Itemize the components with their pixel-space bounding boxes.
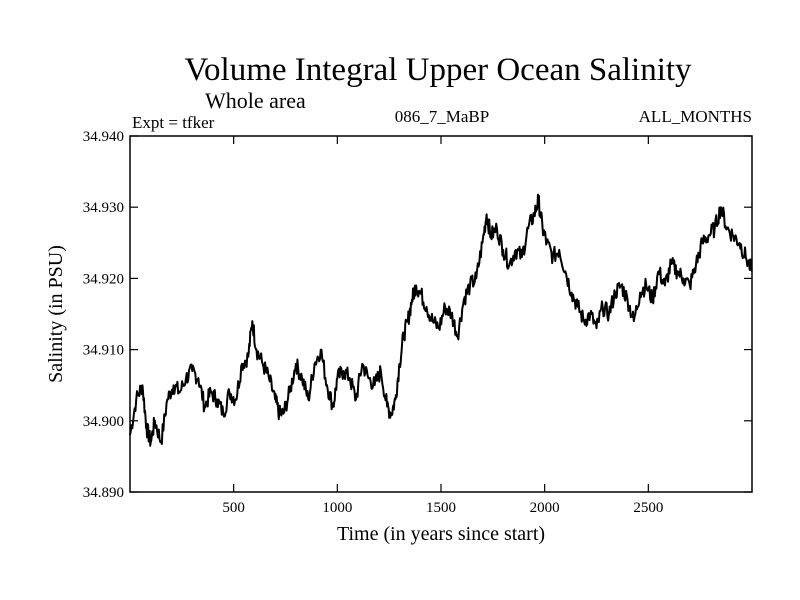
- y-tick-label: 34.940: [83, 129, 124, 145]
- x-axis: 500 1000 1500 2000 2500: [222, 136, 663, 516]
- y-tick-label: 34.900: [83, 414, 124, 430]
- x-tick-label: 1000: [322, 500, 352, 516]
- months-label: ALL_MONTHS: [639, 107, 752, 126]
- experiment-label: Expt = tfker: [132, 113, 215, 132]
- x-tick-label: 500: [222, 500, 245, 516]
- salinity-series-line: [129, 193, 753, 447]
- x-tick-label: 2500: [633, 500, 663, 516]
- x-tick-label: 1500: [426, 500, 456, 516]
- y-tick-label: 34.930: [83, 200, 124, 216]
- x-tick-label: 2000: [530, 500, 560, 516]
- y-tick-label: 34.920: [83, 271, 124, 287]
- run-id-label: 086_7_MaBP: [395, 107, 489, 126]
- y-tick-label: 34.910: [83, 343, 124, 359]
- plot-frame: [129, 135, 753, 493]
- y-axis-label: Salinity (in PSU): [45, 245, 67, 383]
- y-tick-label: 34.890: [83, 485, 124, 501]
- chart-subtitle: Whole area: [205, 88, 306, 113]
- chart-title: Volume Integral Upper Ocean Salinity: [184, 52, 692, 88]
- x-axis-label: Time (in years since start): [337, 523, 545, 545]
- y-axis: 34.890 34.900 34.910 34.920 34.930 34.940: [83, 129, 752, 501]
